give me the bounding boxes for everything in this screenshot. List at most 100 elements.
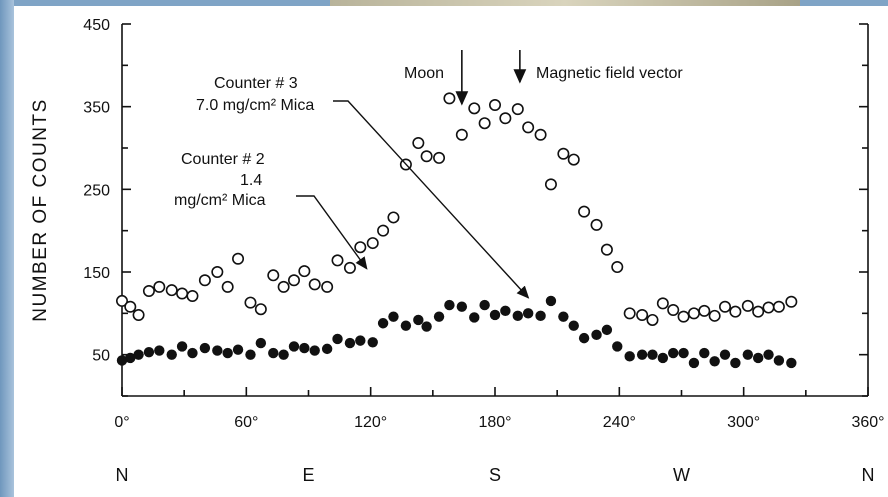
direction-label: N: [862, 465, 875, 485]
data-point-open: [590, 218, 603, 231]
counter-2-label-line-1: Counter # 2: [181, 151, 265, 168]
data-point-open: [443, 92, 456, 105]
data-point-filled: [255, 337, 267, 349]
data-point-filled: [332, 333, 343, 345]
data-point-open: [567, 153, 580, 166]
data-point-filled: [199, 342, 211, 354]
chart-paper: 50 150 250 350 450 0° 60° 120° 180° 240° 300° 360° N…: [14, 6, 888, 497]
data-point-open: [656, 297, 669, 310]
data-point-filled: [154, 345, 165, 356]
data-point-filled: [512, 310, 523, 322]
data-point-open: [254, 303, 267, 316]
data-point-open: [366, 237, 379, 250]
data-point-filled: [309, 345, 320, 356]
annotations: Moon Magnetic field vector Counter # 3 7…: [174, 50, 683, 299]
x-tick-label: 60°: [234, 414, 258, 431]
data-point-open: [186, 289, 199, 302]
y-tick-label: 250: [83, 182, 110, 199]
data-point-open: [636, 308, 649, 321]
y-tick-label: 450: [83, 17, 110, 34]
data-point-open: [557, 147, 570, 160]
data-point-open: [321, 280, 334, 293]
data-point-open: [623, 307, 636, 320]
counter-2-label-line-3: mg/cm² Mica: [174, 192, 266, 209]
direction-label: N: [116, 465, 129, 485]
data-point-filled: [232, 344, 244, 355]
data-point-filled: [299, 342, 310, 354]
counter-3-label-line-1: Counter # 3: [214, 75, 298, 92]
data-point-filled: [742, 349, 754, 360]
data-point-filled: [469, 312, 480, 323]
background-photo-strip: [330, 0, 800, 6]
data-point-filled: [773, 355, 785, 366]
data-point-filled: [678, 347, 689, 359]
data-point-filled: [116, 355, 128, 366]
data-point-open: [499, 112, 512, 125]
data-point-open: [420, 150, 433, 163]
data-point-filled: [222, 347, 233, 359]
data-point-open: [785, 295, 798, 308]
data-point-filled: [709, 356, 720, 367]
data-point-open: [522, 121, 535, 134]
data-point-filled: [400, 320, 412, 331]
data-point-filled: [719, 349, 731, 360]
data-point-open: [667, 304, 680, 317]
counter-2-label-line-2: 1.4: [240, 172, 262, 189]
data-point-filled: [647, 349, 658, 360]
data-point-open: [455, 128, 468, 141]
data-point-open: [611, 261, 624, 274]
data-point-filled: [763, 349, 774, 360]
scatter-chart: 50 150 250 350 450 0° 60° 120° 180° 240° 300° 360° N…: [30, 17, 885, 485]
data-point-filled: [288, 341, 300, 352]
data-point-filled: [456, 301, 468, 312]
data-point-filled: [786, 357, 797, 369]
data-point-filled: [268, 347, 279, 359]
data-point-open: [244, 296, 257, 309]
direction-label: E: [302, 465, 314, 485]
data-point-filled: [388, 311, 399, 322]
data-point-open: [221, 280, 234, 293]
axes: 50 150 250 350 450 0° 60° 120° 180° 240° 300° 360° N…: [30, 17, 885, 485]
data-point-open: [277, 280, 290, 293]
data-point-open: [331, 254, 344, 267]
moon-label: Moon: [404, 65, 444, 82]
x-tick-label: 300°: [727, 414, 760, 431]
y-tick-label: 50: [92, 348, 110, 365]
data-point-open: [719, 300, 732, 313]
data-point-filled: [479, 299, 490, 311]
data-point-filled: [601, 324, 613, 336]
left-frame: [0, 0, 14, 497]
data-point-filled: [166, 349, 177, 360]
data-point-filled: [344, 337, 356, 349]
data-point-filled: [355, 335, 366, 346]
data-point-filled: [187, 347, 198, 359]
data-point-filled: [612, 341, 623, 352]
data-point-filled: [278, 349, 289, 360]
y-tick-label: 150: [83, 265, 110, 282]
data-point-filled: [657, 352, 669, 364]
data-point-filled: [212, 345, 223, 356]
data-point-filled: [636, 349, 648, 360]
data-point-filled: [591, 329, 602, 341]
data-point-open: [687, 307, 700, 320]
data-point-open: [752, 305, 765, 318]
data-point-filled: [688, 357, 700, 369]
data-point-filled: [578, 332, 590, 344]
magnetic-field-label: Magnetic field vector: [536, 65, 683, 82]
counter-3-label-line-2: 7.0 mg/cm² Mica: [196, 97, 314, 114]
data-point-open: [198, 274, 211, 287]
data-point-open: [511, 103, 524, 116]
data-point-filled: [321, 343, 333, 355]
x-tick-label: 240°: [603, 414, 636, 431]
data-point-open: [600, 243, 613, 256]
data-point-filled: [752, 352, 764, 364]
data-point-open: [377, 224, 390, 237]
series-counter-3: [116, 92, 798, 326]
y-tick-label: 350: [83, 100, 110, 117]
data-point-filled: [133, 349, 144, 360]
data-point-filled: [367, 337, 378, 348]
data-point-filled: [558, 311, 569, 322]
x-tick-label: 0°: [114, 414, 129, 431]
data-point-open: [343, 261, 356, 274]
data-point-open: [433, 151, 446, 164]
